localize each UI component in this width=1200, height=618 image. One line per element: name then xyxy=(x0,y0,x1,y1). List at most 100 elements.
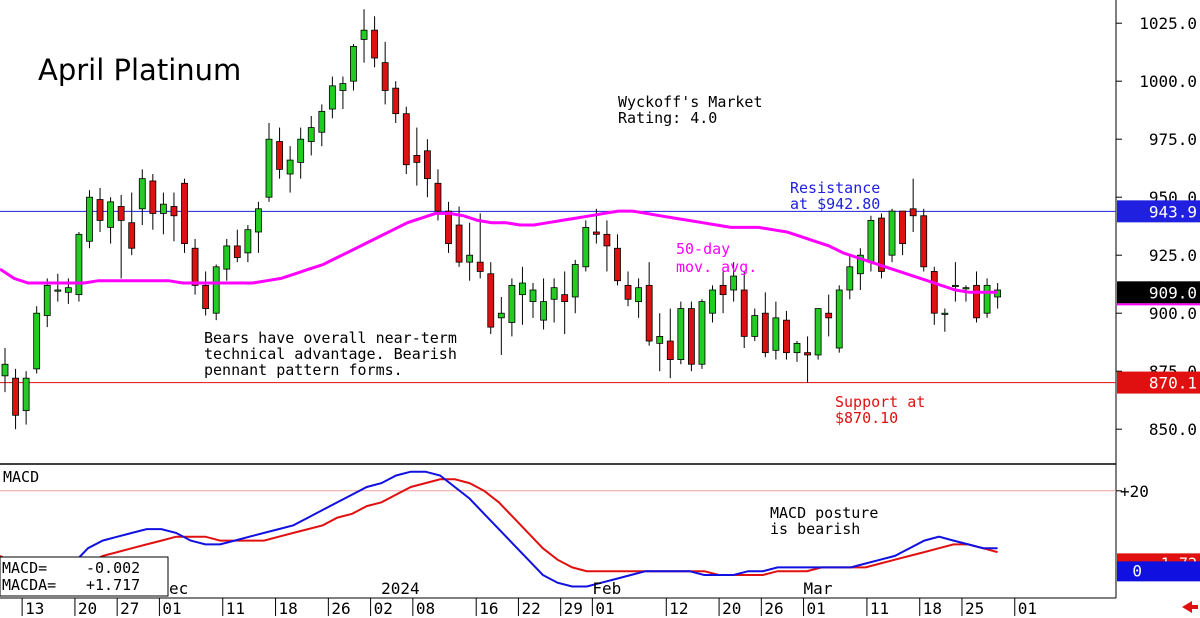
candle-body-up xyxy=(328,85,336,110)
rating-line1: Wyckoff's Market xyxy=(618,93,763,111)
x-tick-label: 16 xyxy=(479,599,498,618)
candle xyxy=(962,285,970,302)
candle-body-up xyxy=(497,312,505,319)
x-tick-label: 08 xyxy=(416,599,435,618)
candle-body-up xyxy=(43,284,51,316)
candle-body-up xyxy=(54,289,62,292)
candle-body-up xyxy=(856,254,864,275)
candle-body-up xyxy=(867,219,875,263)
candle-body-up xyxy=(582,226,590,268)
candle xyxy=(318,104,326,147)
candle xyxy=(307,116,315,156)
candle-body-down xyxy=(930,271,938,314)
candle xyxy=(878,213,885,279)
macd-zero-tag-label: 0 xyxy=(1132,561,1142,580)
candle xyxy=(846,255,854,300)
candle-body-up xyxy=(772,317,780,351)
candle xyxy=(709,285,716,323)
x-tick-label: 20 xyxy=(78,599,97,618)
candle-body-down xyxy=(392,87,400,115)
candle-body-up xyxy=(350,46,357,82)
candle xyxy=(666,308,674,379)
candle-body-down xyxy=(804,352,811,356)
x-tick-label: 01 xyxy=(162,599,181,618)
candle xyxy=(149,174,157,230)
candle xyxy=(413,127,421,186)
candle-body-up xyxy=(751,315,759,337)
candle-body-down xyxy=(624,284,632,300)
resistance-note-line1: Resistance xyxy=(790,179,880,197)
candle xyxy=(529,283,537,318)
candle-body-down xyxy=(434,182,442,212)
candle xyxy=(761,292,769,358)
candle xyxy=(276,127,283,179)
x-tick-label: 27 xyxy=(120,599,139,618)
candle xyxy=(138,169,146,226)
candle xyxy=(181,178,188,253)
candle xyxy=(466,222,474,281)
candle xyxy=(117,194,125,279)
support-tag-bg xyxy=(1117,371,1200,394)
candle xyxy=(54,273,62,302)
x-tick-label: 01 xyxy=(1018,599,1037,618)
x-tick-label: 18 xyxy=(923,599,942,618)
candle-body-down xyxy=(423,150,431,180)
candle-body-down xyxy=(899,210,906,244)
candle xyxy=(202,271,210,316)
candle xyxy=(350,44,357,91)
price-tick-label: 850.0 xyxy=(1149,420,1197,439)
candle xyxy=(656,313,664,372)
candle-body-down xyxy=(191,247,199,286)
candle xyxy=(360,9,368,63)
macd-values-box xyxy=(0,556,169,597)
candle-body-up xyxy=(835,289,843,349)
candle xyxy=(170,192,178,242)
macd-tick-label: +20 xyxy=(1120,482,1149,501)
candle-body-up xyxy=(550,287,558,300)
candle-body-up xyxy=(508,284,516,323)
candle-body-up xyxy=(730,275,738,291)
x-tick-label: 11 xyxy=(226,599,245,618)
candle xyxy=(688,301,695,372)
candle-body-down xyxy=(920,215,928,268)
candle xyxy=(740,271,748,348)
chart-title: April Platinum xyxy=(38,53,241,87)
candle xyxy=(423,139,431,198)
candle-body-down xyxy=(645,284,653,342)
last-price-tag-label: 909.0 xyxy=(1149,283,1197,302)
candle-body-down xyxy=(487,273,495,328)
candle xyxy=(402,106,410,174)
price-tick-label: 975.0 xyxy=(1149,130,1197,149)
candle-body-up xyxy=(255,208,262,233)
candle-body-down xyxy=(740,289,748,337)
candle xyxy=(856,248,864,290)
candle xyxy=(22,371,30,425)
candle xyxy=(751,308,759,342)
scroll-left-arrow-icon[interactable] xyxy=(1182,601,1198,613)
candle-body-down xyxy=(402,113,410,166)
candle xyxy=(825,294,833,337)
candle xyxy=(107,197,114,244)
x-tick-label: 22 xyxy=(521,599,540,618)
candle xyxy=(191,238,199,295)
price-tags: 943.9 909.0 870.1 xyxy=(1117,200,1200,394)
candle-body-up xyxy=(962,287,970,290)
candle-body-down xyxy=(371,29,379,59)
price-tick-label: 900.0 xyxy=(1149,304,1197,323)
candle xyxy=(909,178,917,232)
candle-body-down xyxy=(202,284,210,309)
candle-body-up xyxy=(846,266,854,291)
candle-body-up xyxy=(571,264,579,298)
support-note-line2: $870.10 xyxy=(835,409,898,427)
candle xyxy=(445,201,452,253)
candle xyxy=(920,208,928,272)
candle-body-down xyxy=(783,319,790,354)
x-tick-label: 02 xyxy=(374,599,393,618)
candle-body-up xyxy=(339,83,347,91)
x-tick-label: 20 xyxy=(722,599,741,618)
candle xyxy=(603,220,611,272)
candle xyxy=(635,278,642,318)
candle xyxy=(783,310,790,360)
